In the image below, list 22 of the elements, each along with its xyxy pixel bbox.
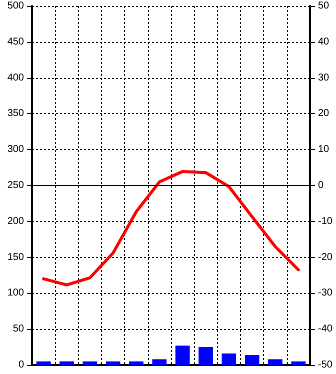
y-tick-label: 150 <box>7 252 24 263</box>
y2-tick-label: -40 <box>318 324 333 335</box>
y2-tick-label: -30 <box>318 288 333 299</box>
y2-tick-label: -10 <box>318 216 333 227</box>
y2-tick-label: -20 <box>318 252 333 263</box>
y-tick-label: 350 <box>7 108 24 120</box>
y-tick-label: 450 <box>7 36 24 48</box>
y-tick-label: 200 <box>7 216 24 227</box>
y2-tick-label: 10 <box>318 144 330 156</box>
y2-tick-label: -50 <box>318 360 333 370</box>
y2-tick-label: 40 <box>318 36 330 48</box>
y-tick-label: 500 <box>7 0 24 12</box>
y-tick-label: 400 <box>7 72 24 84</box>
y-tick-label: 300 <box>7 144 24 156</box>
y-tick-label: 100 <box>7 288 24 299</box>
y2-tick-label: 20 <box>318 108 330 120</box>
y2-tick-label: 50 <box>318 0 330 12</box>
y-tick-label: 50 <box>12 324 24 335</box>
y-tick-label: 250 <box>7 180 24 191</box>
y-tick-label: 0 <box>18 360 24 370</box>
y2-tick-label: 30 <box>318 72 330 84</box>
y2-tick-label: 0 <box>318 180 324 191</box>
